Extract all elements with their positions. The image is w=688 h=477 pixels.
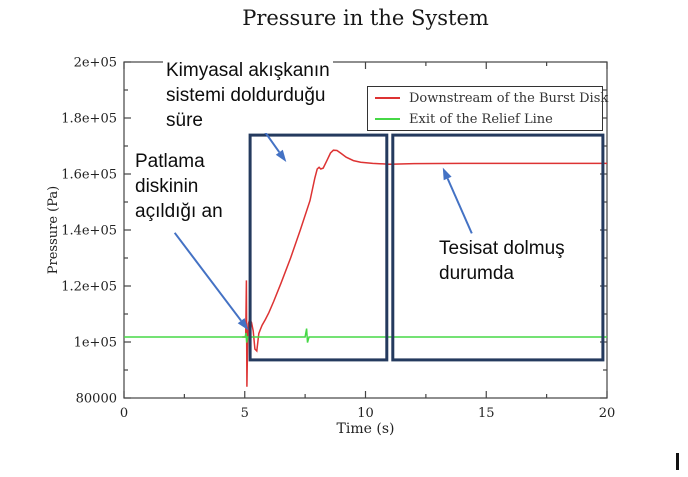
filling-period-box (248, 133, 389, 362)
y-tick-label: 80000 (76, 392, 117, 407)
x-axis-label: Time (s) (336, 421, 395, 437)
legend-entry-relief: Exit of the Relief Line (368, 109, 602, 129)
y-tick-label: 2e+05 (74, 56, 117, 71)
y-tick-label: 1.4e+05 (61, 224, 117, 239)
x-tick-label: 10 (357, 406, 374, 421)
annotation-line: Tesisat dolmuş (439, 238, 565, 259)
annotation-arrow-head-chemical-fill (275, 149, 287, 162)
filled-period-box (391, 133, 605, 362)
annotation-line: süre (166, 110, 203, 131)
annotation-system-filled: Tesisat dolmuş durumda (436, 236, 568, 286)
annotation-line: açıldığı an (135, 201, 223, 222)
x-tick-label: 15 (478, 406, 495, 421)
y-tick-label: 1.6e+05 (61, 168, 117, 183)
y-tick-label: 1.8e+05 (61, 112, 117, 127)
legend-label: Exit of the Relief Line (409, 111, 553, 127)
x-tick-label: 20 (599, 406, 616, 421)
annotation-arrow-line-system-filled (446, 178, 473, 234)
y-axis-label: Pressure (Pa) (46, 185, 61, 275)
annotation-line: durumda (439, 263, 514, 284)
x-tick-label: 0 (120, 406, 128, 421)
legend-entry-downstream: Downstream of the Burst Disk (368, 88, 608, 108)
annotation-line: Patlama (135, 151, 205, 172)
green-line-swatch (375, 118, 400, 120)
annotation-arrow-head-system-filled (442, 167, 452, 181)
y-tick-label: 1e+05 (74, 336, 117, 351)
cursor-artifact (676, 453, 679, 470)
annotation-line: diskinin (135, 176, 199, 197)
annotation-line: Kimyasal akışkanın (166, 60, 330, 81)
y-tick-label: 1.2e+05 (61, 280, 117, 295)
annotation-arrow-line-burst-disk-open (173, 232, 242, 322)
chart-title: Pressure in the System (242, 6, 489, 30)
annotation-arrow-head-burst-disk-open (237, 318, 249, 331)
series-line-exit-of-the-relief-line (124, 328, 607, 343)
x-tick-label: 5 (241, 406, 249, 421)
red-line-swatch (375, 97, 400, 99)
legend: Downstream of the Burst Disk Exit of the… (367, 86, 608, 131)
annotation-burst-disk-open: Patlama diskinin açıldığı an (132, 149, 226, 224)
annotation-line: sistemi doldurduğu (166, 85, 326, 106)
annotation-chemical-fill: Kimyasal akışkanın sistemi doldurduğu sü… (163, 58, 333, 133)
legend-label: Downstream of the Burst Disk (409, 90, 609, 106)
